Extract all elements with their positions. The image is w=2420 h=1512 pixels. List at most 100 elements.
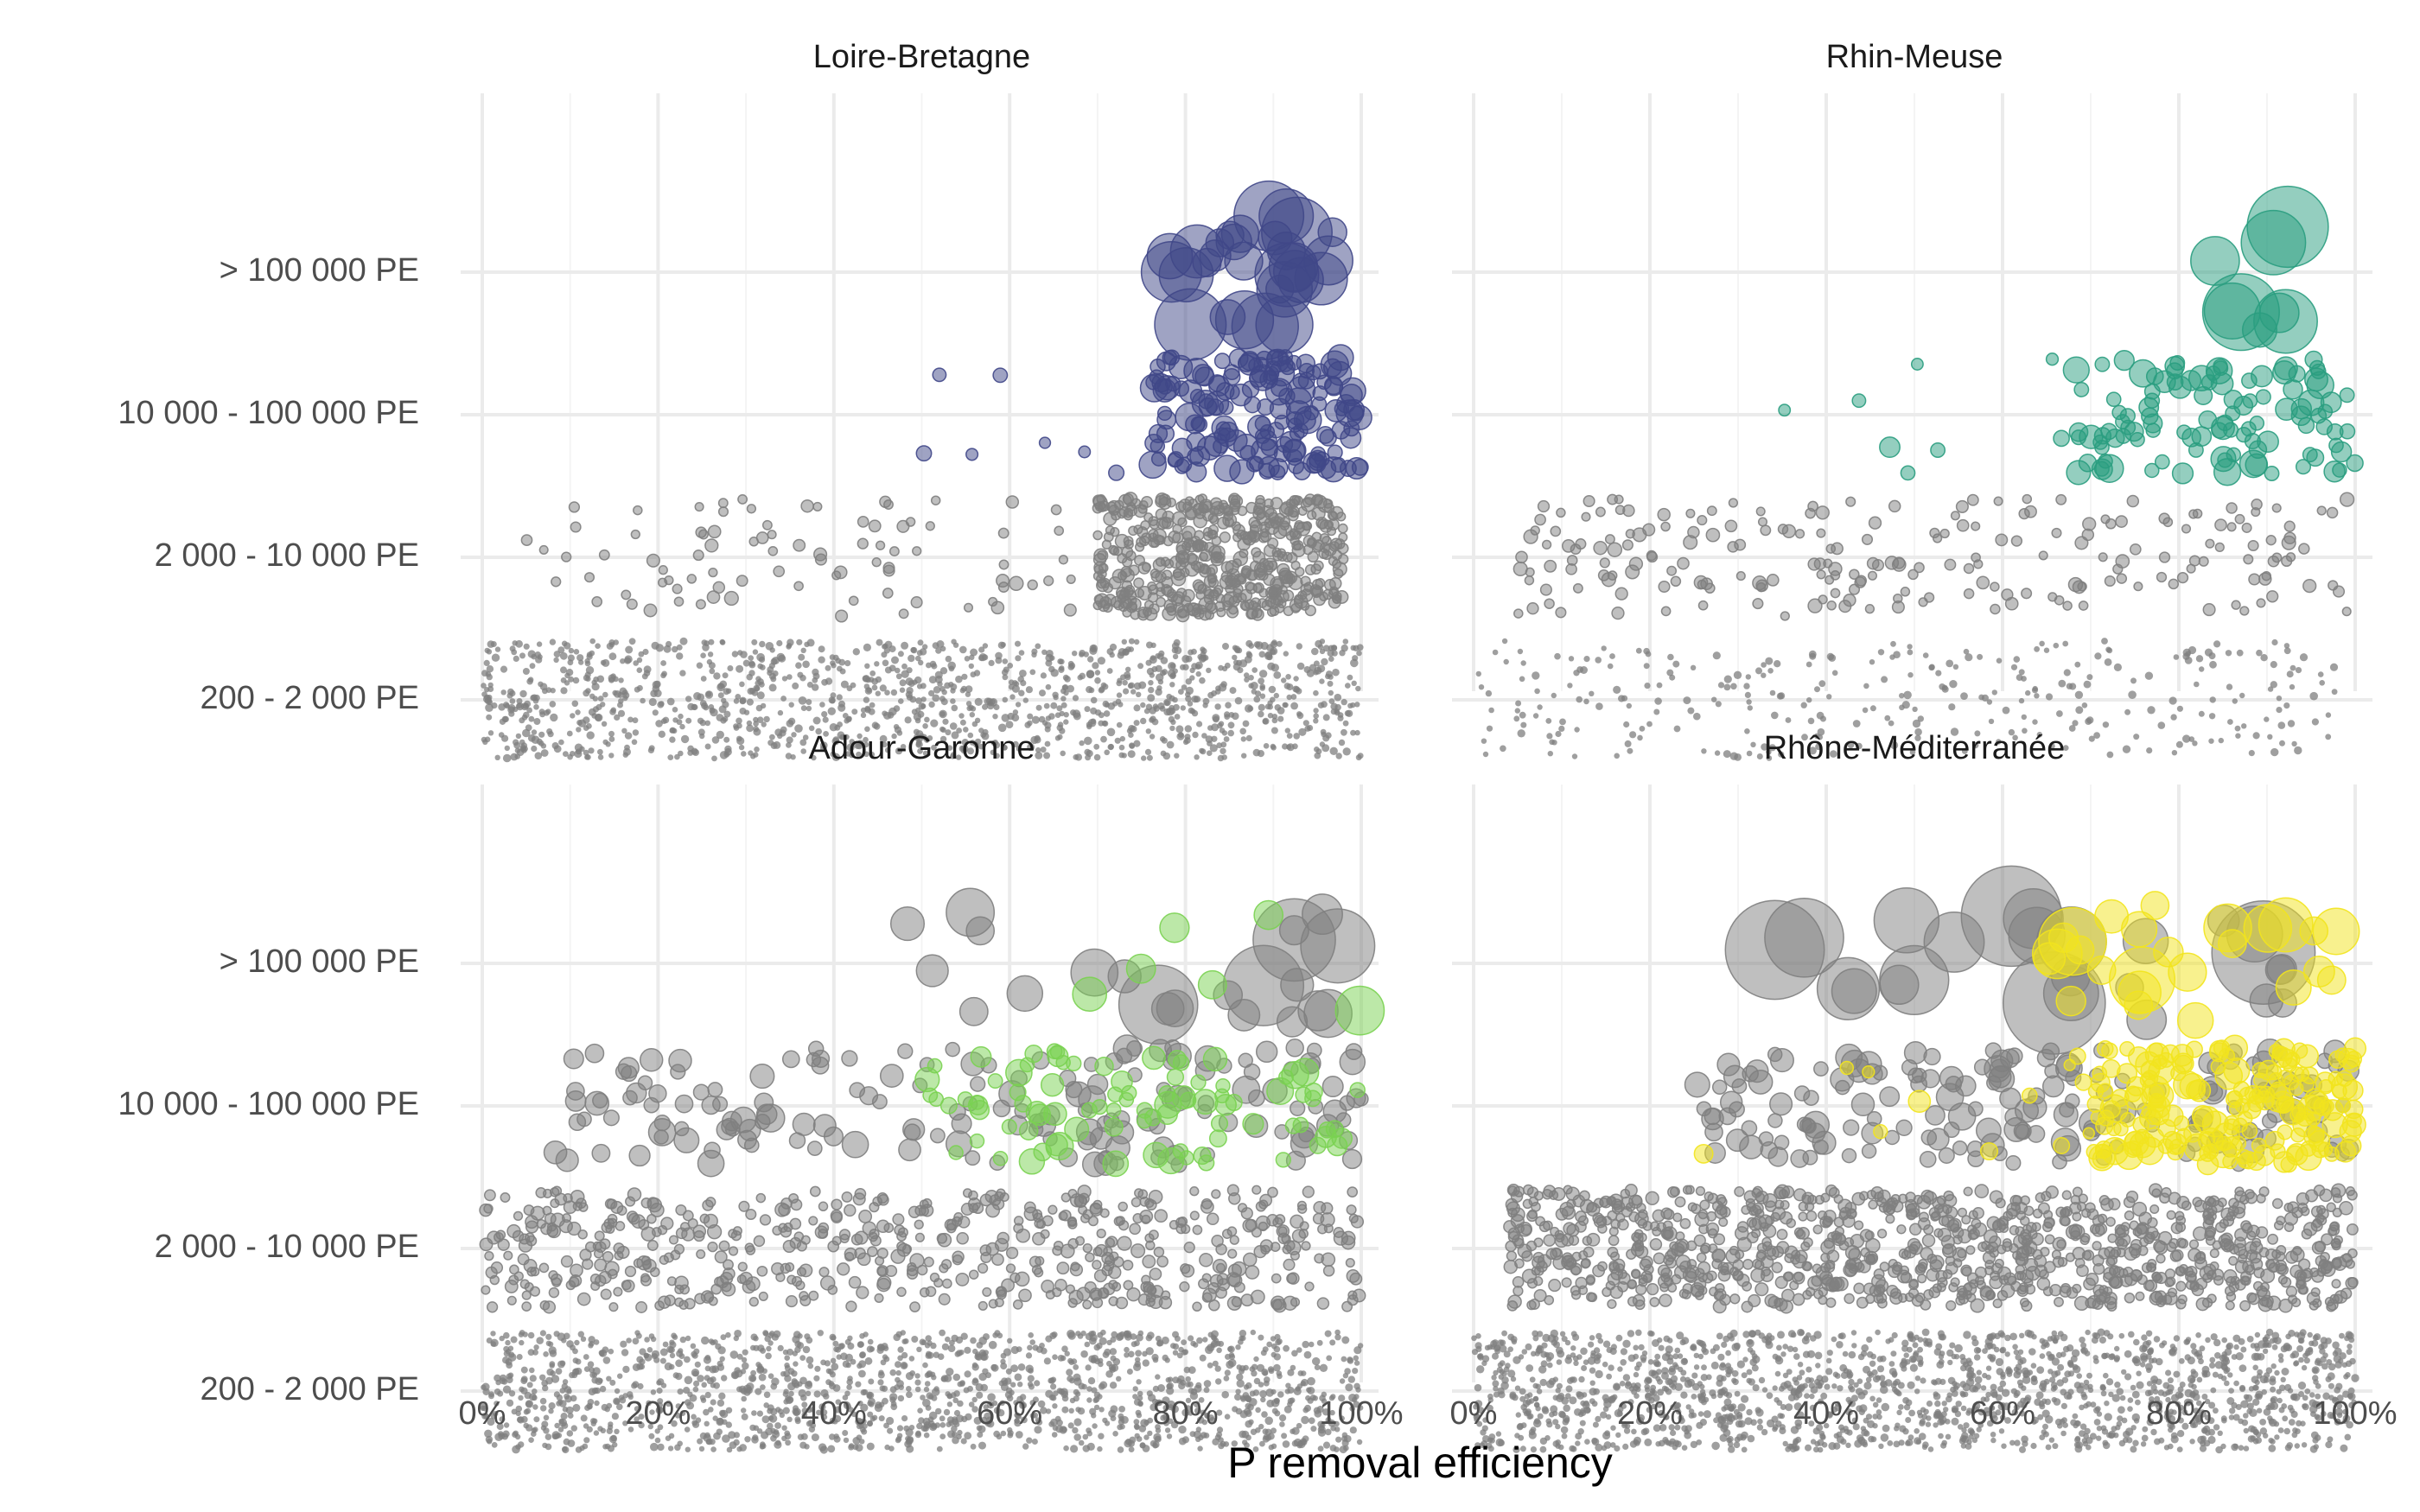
data-point <box>791 1370 798 1377</box>
data-point <box>963 602 974 613</box>
data-point <box>1574 727 1580 733</box>
data-point-highlight <box>1270 379 1288 397</box>
data-point <box>576 654 584 662</box>
data-point <box>608 652 617 661</box>
data-point <box>736 1274 747 1285</box>
data-point <box>708 1407 714 1413</box>
data-point <box>2038 550 2048 561</box>
data-point <box>1139 1442 1146 1449</box>
data-point <box>761 519 773 530</box>
data-point <box>614 690 621 698</box>
data-point <box>553 745 562 753</box>
data-point <box>483 659 490 667</box>
data-point <box>1329 746 1338 755</box>
data-point <box>1273 692 1280 699</box>
data-point <box>1224 714 1231 720</box>
data-point-highlight <box>1778 403 1792 417</box>
data-point <box>2053 642 2060 649</box>
data-point <box>756 1410 764 1417</box>
data-point <box>1073 1418 1082 1426</box>
data-point <box>2298 543 2310 555</box>
data-point <box>2021 588 2033 600</box>
data-point <box>787 717 796 725</box>
data-point <box>559 651 568 660</box>
data-point <box>1595 657 1602 664</box>
data-point <box>1185 508 1197 521</box>
data-point <box>1156 1255 1169 1267</box>
data-point <box>608 753 615 759</box>
data-point <box>2265 535 2277 546</box>
data-point <box>1242 1252 1258 1267</box>
data-point <box>2192 508 2203 519</box>
data-point <box>614 1388 621 1394</box>
data-point <box>940 727 946 733</box>
data-point <box>523 1422 529 1429</box>
data-point <box>1137 663 1144 670</box>
data-point <box>1978 694 1985 701</box>
data-point <box>1133 704 1141 712</box>
data-point <box>1183 1366 1191 1374</box>
data-point <box>1258 1334 1264 1341</box>
data-point <box>1735 571 1746 581</box>
data-point <box>748 655 754 661</box>
data-point <box>882 562 895 575</box>
data-point <box>837 1262 850 1276</box>
data-point <box>960 1332 968 1340</box>
data-point <box>941 689 947 696</box>
data-point <box>500 1192 511 1203</box>
data-point <box>1142 607 1153 617</box>
data-point <box>1012 1299 1023 1310</box>
data-point <box>876 1192 888 1204</box>
data-point <box>1112 1431 1118 1437</box>
data-point <box>1145 659 1152 666</box>
data-point <box>1576 696 1583 703</box>
data-point <box>1207 725 1213 731</box>
data-point <box>1166 740 1175 749</box>
data-point <box>960 685 967 692</box>
data-point <box>669 1339 675 1345</box>
data-point <box>1225 702 1232 708</box>
data-point <box>602 1356 611 1364</box>
data-point <box>1355 685 1361 692</box>
data-point <box>610 707 617 714</box>
data-point <box>919 1286 930 1298</box>
data-point <box>2271 503 2282 513</box>
data-point <box>575 709 581 715</box>
data-point-highlight <box>1254 416 1271 432</box>
data-point <box>953 1212 964 1223</box>
data-point <box>901 1338 908 1344</box>
data-point <box>1534 688 1540 695</box>
data-point <box>891 656 899 664</box>
data-point <box>1110 1337 1117 1343</box>
data-point <box>583 749 589 756</box>
data-point <box>2198 556 2209 567</box>
data-point <box>621 1279 635 1293</box>
data-point <box>951 731 959 740</box>
data-point <box>1256 508 1267 519</box>
data-point <box>733 725 740 731</box>
data-point <box>1862 707 1869 714</box>
data-point <box>570 1394 577 1402</box>
data-point <box>915 697 922 704</box>
data-point <box>827 1240 840 1253</box>
data-point <box>830 1357 837 1364</box>
data-point <box>1711 696 1717 702</box>
data-point <box>950 752 957 758</box>
data-point <box>677 1388 684 1395</box>
data-point <box>831 663 837 669</box>
data-point <box>1314 1364 1321 1370</box>
data-point <box>561 551 572 562</box>
data-point <box>2289 664 2296 671</box>
data-point <box>1092 1260 1102 1270</box>
data-point <box>549 1363 555 1369</box>
data-point <box>1130 725 1137 733</box>
data-point <box>1015 640 1021 647</box>
data-point <box>978 743 984 750</box>
data-point <box>1785 717 1792 723</box>
data-point <box>1124 1439 1132 1448</box>
data-point <box>1233 659 1239 665</box>
data-point <box>1231 521 1242 531</box>
data-point <box>1292 530 1302 540</box>
